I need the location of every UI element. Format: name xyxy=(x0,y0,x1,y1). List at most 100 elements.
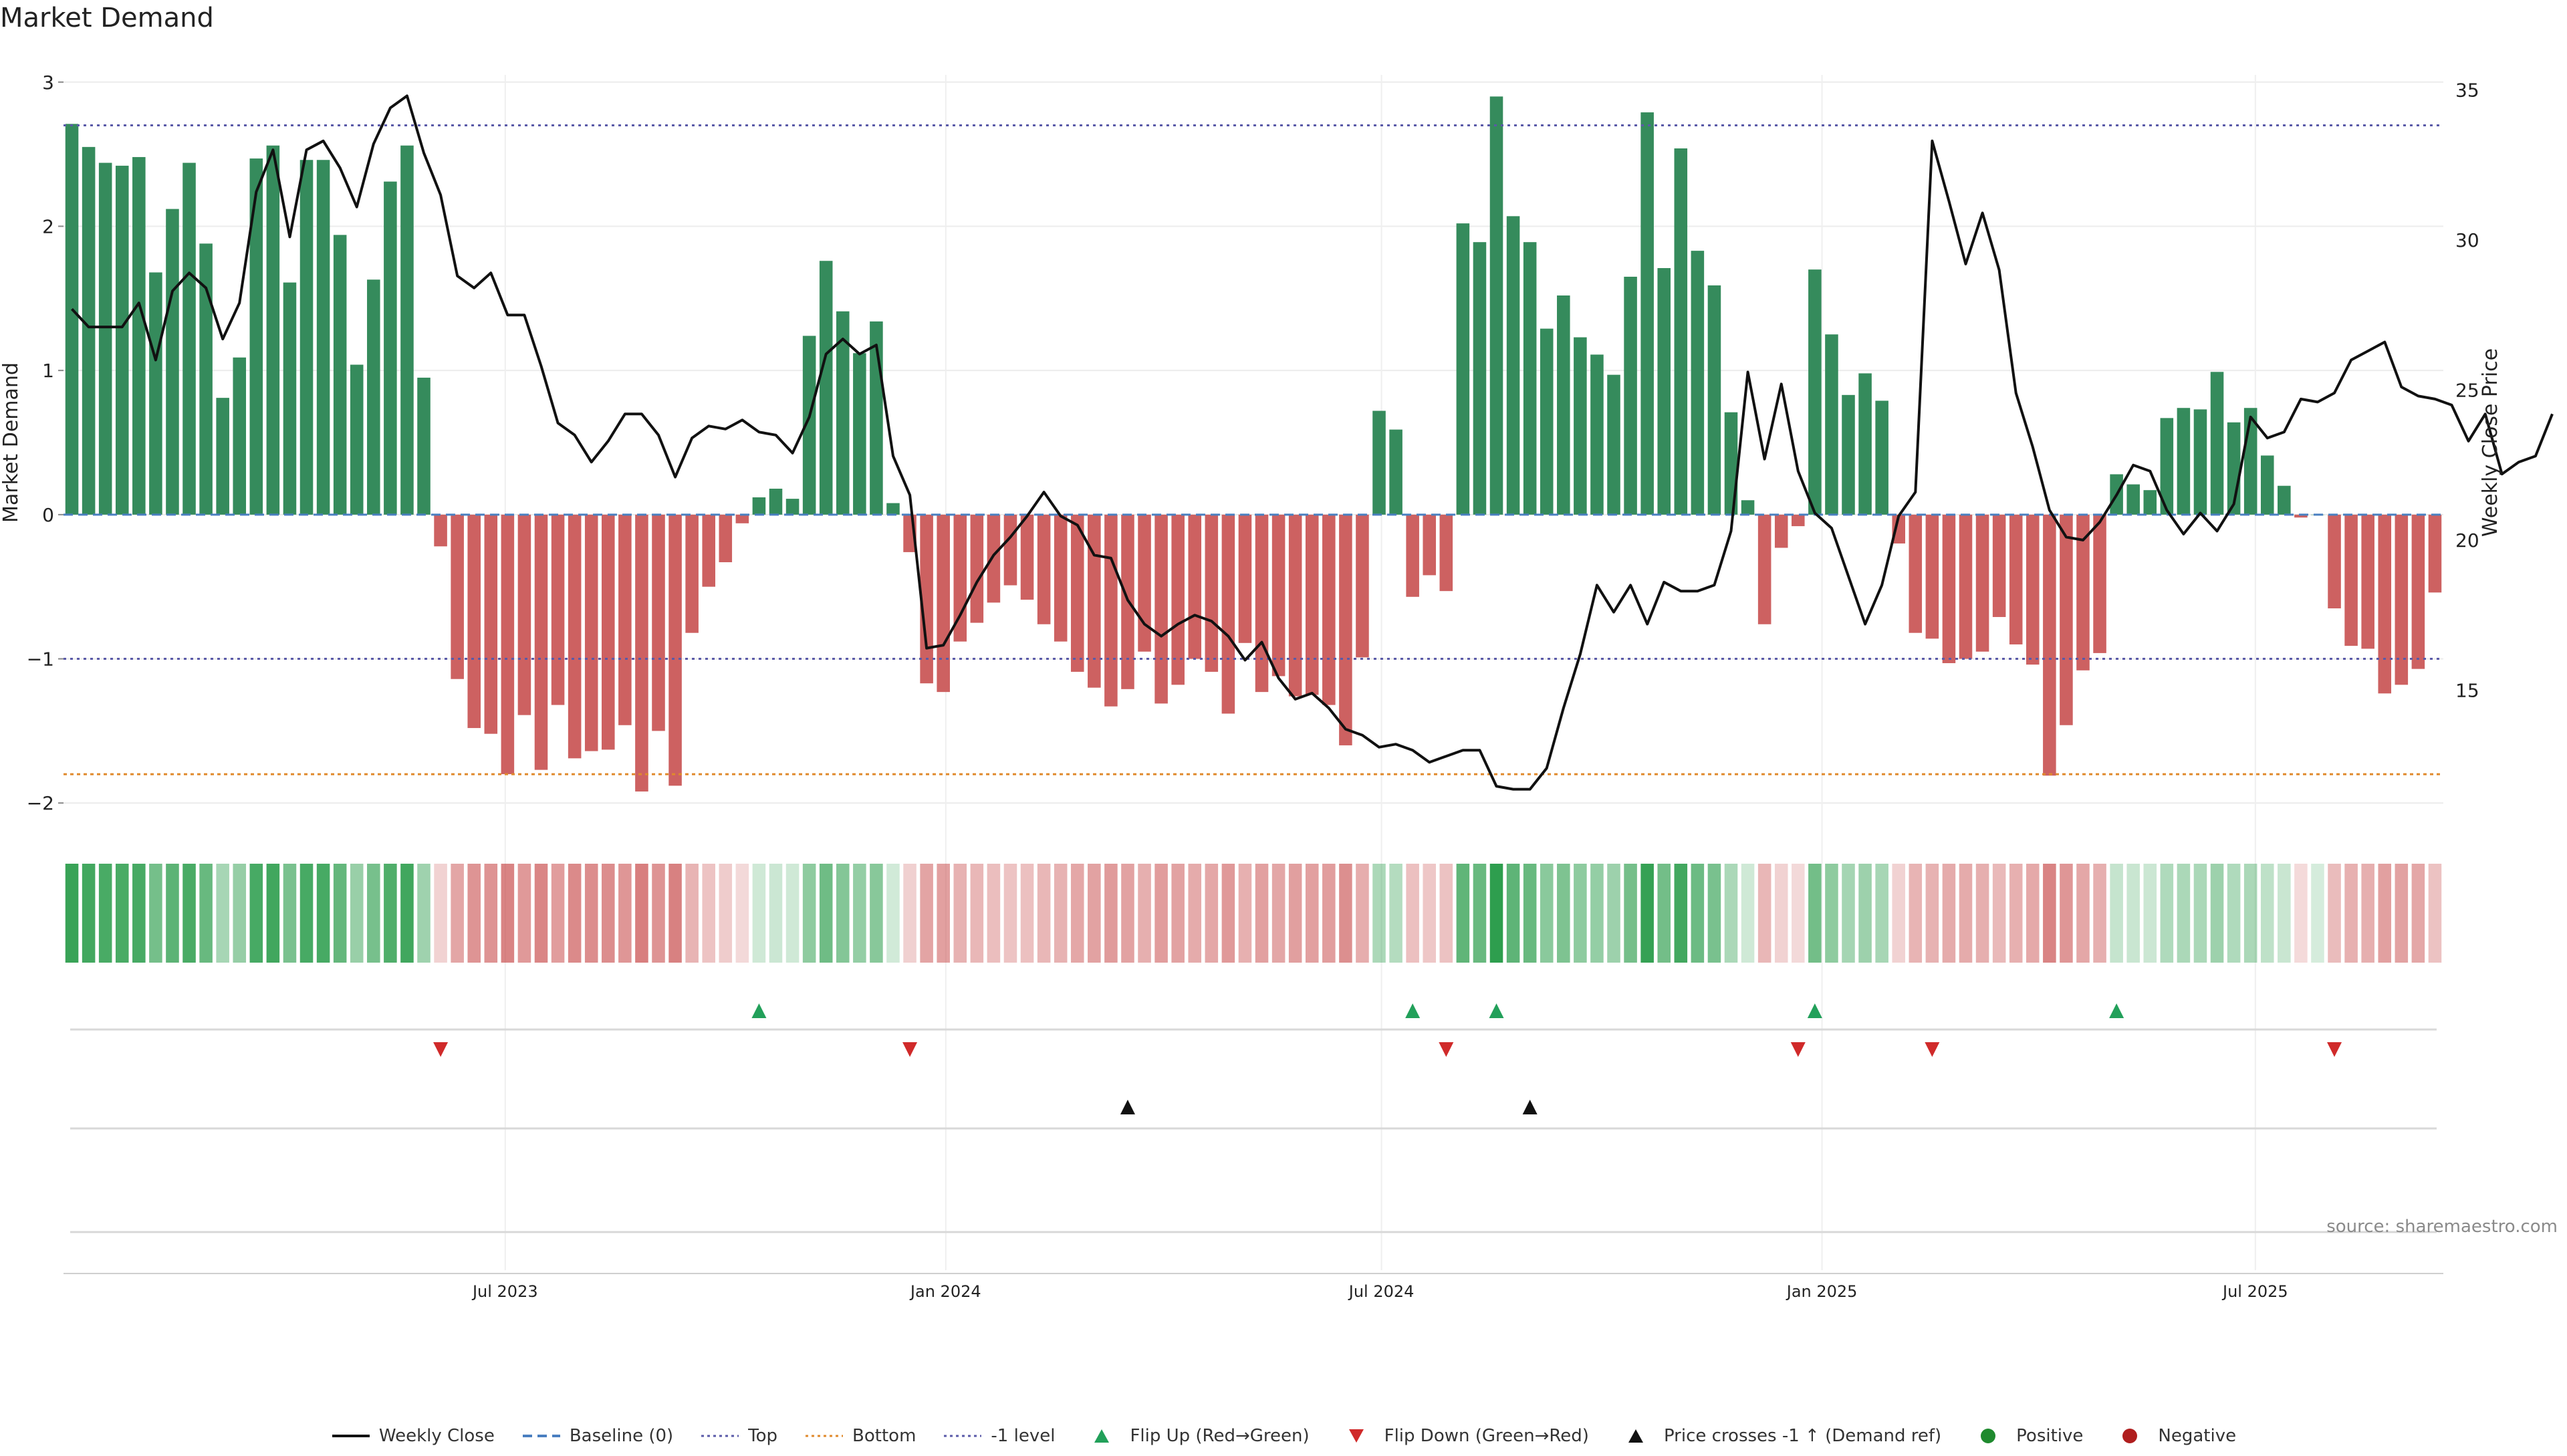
demand-bar xyxy=(1707,285,1721,515)
heat-cell xyxy=(149,864,162,963)
demand-bar xyxy=(1774,514,1788,548)
heat-cell xyxy=(1439,864,1453,963)
flip-up-marker xyxy=(751,1003,767,1018)
flip-down-marker xyxy=(902,1042,918,1057)
heat-cell xyxy=(434,864,447,963)
demand-bar xyxy=(1624,276,1637,515)
demand-bar xyxy=(233,357,247,515)
demand-bar xyxy=(283,282,297,515)
demand-bar xyxy=(970,514,984,623)
heat-cell xyxy=(1707,864,1721,963)
heat-cell xyxy=(1674,864,1688,963)
demand-bar xyxy=(1288,514,1302,697)
demand-bar xyxy=(1523,242,1537,515)
demand-bar xyxy=(82,146,96,515)
demand-bar xyxy=(2328,514,2341,609)
legend-item-bottom: Bottom xyxy=(804,1426,916,1446)
triangle-up-icon xyxy=(1082,1427,1122,1445)
demand-bar xyxy=(1339,514,1352,745)
demand-bar xyxy=(534,514,548,770)
heat-cell xyxy=(735,864,749,963)
heat-cell xyxy=(166,864,179,963)
heat-cell xyxy=(299,864,314,963)
price-cross-marker xyxy=(1120,1100,1135,1114)
chart-title: Market Demand xyxy=(0,3,214,33)
flip-down-marker xyxy=(433,1042,449,1057)
demand-bar xyxy=(551,514,565,705)
demand-bar xyxy=(467,514,481,729)
heat-cell xyxy=(1271,864,1286,963)
demand-bar xyxy=(2143,490,2157,515)
demand-bar xyxy=(299,160,314,515)
demand-bar xyxy=(2361,514,2374,649)
weekly-close-line xyxy=(71,94,2554,791)
legend-label: -1 level xyxy=(991,1426,1056,1446)
demand-bar xyxy=(132,156,146,515)
demand-bar xyxy=(65,124,79,515)
heat-cell xyxy=(1892,864,1905,963)
demand-bar xyxy=(1757,514,1771,624)
heat-cell xyxy=(2361,864,2374,963)
source-note: source: sharemaestro.com xyxy=(2326,1217,2558,1237)
heat-cell xyxy=(853,864,866,963)
x-tick-label: Jul 2025 xyxy=(2221,1282,2288,1301)
legend: Weekly Close Baseline (0) Top Bottom -1 leve… xyxy=(0,1416,2567,1456)
demand-bar xyxy=(98,162,112,515)
heat-cell xyxy=(1423,864,1437,963)
demand-bar xyxy=(1003,514,1017,586)
heat-cell xyxy=(752,864,766,963)
legend-item-weekly_close: Weekly Close xyxy=(331,1426,495,1446)
heat-cell xyxy=(2026,864,2040,963)
demand-bar xyxy=(1590,354,1604,515)
heat-cell xyxy=(953,864,967,963)
heat-cell xyxy=(82,864,96,963)
demand-bar xyxy=(1154,514,1168,704)
heat-cell xyxy=(2311,864,2324,963)
demand-bar xyxy=(1741,500,1755,515)
heat-cell xyxy=(2093,864,2106,963)
heat-cell xyxy=(1003,864,1017,963)
flip-up-marker xyxy=(1807,1003,1822,1018)
heat-cell xyxy=(1975,864,1989,963)
flip-down-marker xyxy=(1439,1042,1454,1057)
demand-bars xyxy=(65,96,2442,792)
demand-bar xyxy=(115,165,129,515)
grid xyxy=(64,75,2443,1270)
heat-cell xyxy=(1774,864,1788,963)
heat-cell xyxy=(2009,864,2023,963)
heat-cell xyxy=(1808,864,1822,963)
legend-label: Baseline (0) xyxy=(569,1426,674,1446)
heat-cell xyxy=(2378,864,2392,963)
event-markers xyxy=(64,1003,2443,1274)
heat-cell xyxy=(65,864,79,963)
weekly-close-polyline xyxy=(71,94,2554,791)
heat-cell xyxy=(1757,864,1771,963)
heat-cell xyxy=(2344,864,2358,963)
demand-bar xyxy=(350,364,364,515)
demand-bar xyxy=(1909,514,1923,633)
demand-bar xyxy=(501,514,515,775)
demand-bar xyxy=(400,145,414,515)
demand-bar xyxy=(2009,514,2023,644)
heat-cell xyxy=(1574,864,1587,963)
heat-cell xyxy=(1523,864,1537,963)
heat-cell xyxy=(2294,864,2308,963)
line-dashed-icon xyxy=(521,1427,562,1445)
heat-cell xyxy=(970,864,984,963)
demand-bar xyxy=(1925,514,1939,639)
heat-cell xyxy=(1205,864,1219,963)
demand-bar xyxy=(1892,514,1905,543)
heat-cell xyxy=(417,864,431,963)
demand-bar xyxy=(333,235,347,515)
demand-bar xyxy=(853,353,866,515)
heat-cell xyxy=(98,864,112,963)
heat-cell xyxy=(2060,864,2073,963)
heat-cell xyxy=(584,864,598,963)
demand-bar xyxy=(2395,514,2409,685)
demand-bar xyxy=(1808,269,1822,515)
demand-bar xyxy=(1975,514,1989,652)
demand-bar xyxy=(451,514,464,679)
heat-cell xyxy=(266,864,280,963)
heat-cell xyxy=(870,864,883,963)
legend-item-price_cross: Price crosses -1 ↑ (Demand ref) xyxy=(1616,1426,1941,1446)
